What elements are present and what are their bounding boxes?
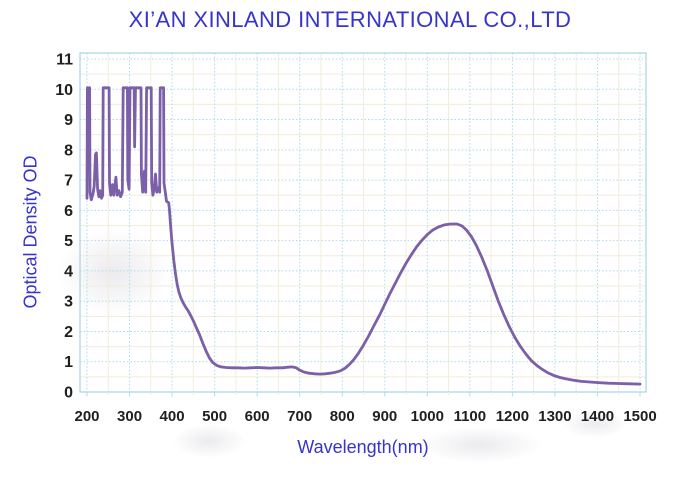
x-tick-label: 500	[202, 408, 227, 425]
x-tick-label: 700	[287, 408, 312, 425]
y-tick-label: 3	[64, 294, 73, 311]
x-tick-label: 1400	[581, 408, 614, 425]
x-tick-label: 300	[117, 408, 142, 425]
x-tick-label: 900	[372, 408, 397, 425]
x-tick-label: 800	[330, 408, 355, 425]
x-tick-label: 1300	[538, 408, 571, 425]
x-tick-label: 1500	[623, 408, 656, 425]
y-tick-label: 8	[64, 142, 73, 159]
x-tick-label: 1000	[411, 408, 444, 425]
chart-title: XI’AN XINLAND INTERNATIONAL CO.,LTD	[128, 7, 572, 32]
y-tick-label: 2	[64, 324, 73, 341]
x-tick-label: 1100	[454, 408, 487, 425]
y-tick-label: 11	[56, 52, 73, 69]
y-tick-label: 5	[64, 233, 73, 250]
y-tick-label: 10	[55, 82, 73, 99]
y-tick-label: 4	[64, 263, 73, 280]
x-axis-title: Wavelength(nm)	[297, 437, 429, 457]
y-tick-label: 9	[64, 112, 73, 129]
y-tick-label: 7	[64, 173, 73, 190]
x-tick-label: 1200	[496, 408, 529, 425]
x-tick-label: 600	[245, 408, 270, 425]
x-tick-label: 400	[160, 408, 185, 425]
optical-density-curve	[85, 86, 642, 386]
y-tick-label: 0	[64, 385, 73, 402]
x-tick-label: 200	[74, 408, 99, 425]
y-tick-label: 6	[64, 203, 73, 220]
y-tick-label: 1	[64, 354, 73, 371]
